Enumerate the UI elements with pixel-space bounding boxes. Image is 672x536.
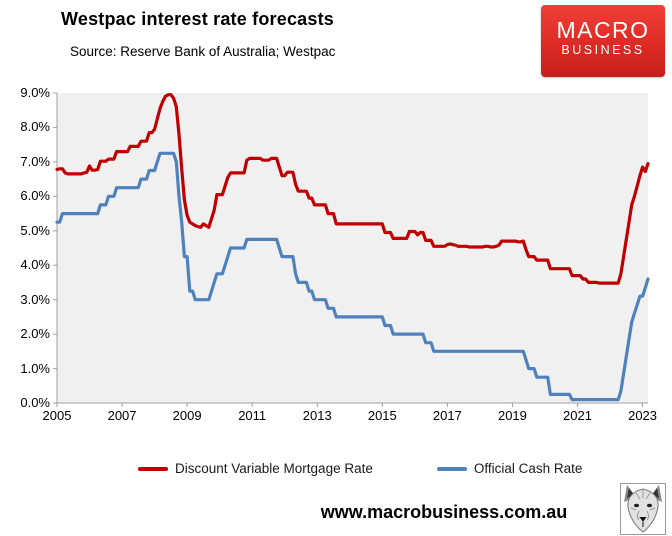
footer-url[interactable]: www.macrobusiness.com.au bbox=[320, 502, 568, 522]
chart-svg bbox=[53, 92, 650, 407]
y-axis-label: 5.0% bbox=[20, 222, 50, 238]
x-axis-label: 2013 bbox=[302, 408, 332, 423]
chart-plot-area bbox=[53, 92, 650, 407]
page-title: Westpac interest rate forecasts bbox=[61, 9, 334, 29]
x-axis-label: 2019 bbox=[497, 408, 527, 423]
x-axis-label: 2017 bbox=[432, 408, 462, 423]
logo-business-text: BUSINESS bbox=[561, 43, 645, 57]
mortgage-line-swatch-icon bbox=[138, 466, 168, 471]
x-axis-label: 2009 bbox=[172, 408, 202, 423]
x-axis-label: 2015 bbox=[367, 408, 397, 423]
y-axis-label: 2.0% bbox=[20, 326, 50, 342]
y-axis-label: 4.0% bbox=[20, 257, 50, 273]
y-axis-label: 8.0% bbox=[20, 119, 50, 135]
legend-label-cash: Official Cash Rate bbox=[473, 461, 583, 476]
x-axis-label: 2011 bbox=[238, 408, 267, 423]
y-axis-label: 0.0% bbox=[20, 395, 50, 410]
y-axis-label: 3.0% bbox=[20, 291, 50, 307]
legend-item-mortgage: Discount Variable Mortgage Rate bbox=[138, 461, 373, 476]
cash-line-swatch-icon bbox=[436, 466, 467, 471]
macrobusiness-logo: MACRO BUSINESS bbox=[541, 5, 665, 77]
x-axis-label: 2023 bbox=[628, 408, 658, 423]
x-axis-label: 2007 bbox=[107, 408, 137, 423]
x-axis-label: 2021 bbox=[563, 408, 592, 423]
logo-macro-text: MACRO bbox=[556, 17, 650, 43]
source-subtitle: Source: Reserve Bank of Australia; Westp… bbox=[70, 44, 336, 59]
y-axis-label: 9.0% bbox=[20, 85, 50, 100]
chart-legend: Discount Variable Mortgage Rate Official… bbox=[138, 461, 582, 476]
wolf-icon bbox=[624, 485, 662, 533]
y-axis-label: 7.0% bbox=[20, 153, 50, 169]
legend-label-mortgage: Discount Variable Mortgage Rate bbox=[175, 461, 373, 476]
y-axis-label: 6.0% bbox=[20, 188, 50, 204]
legend-item-cash: Official Cash Rate bbox=[436, 461, 583, 476]
x-axis-label: 2005 bbox=[42, 408, 72, 423]
y-axis-label: 1.0% bbox=[20, 360, 50, 376]
wolf-logo bbox=[620, 483, 666, 535]
